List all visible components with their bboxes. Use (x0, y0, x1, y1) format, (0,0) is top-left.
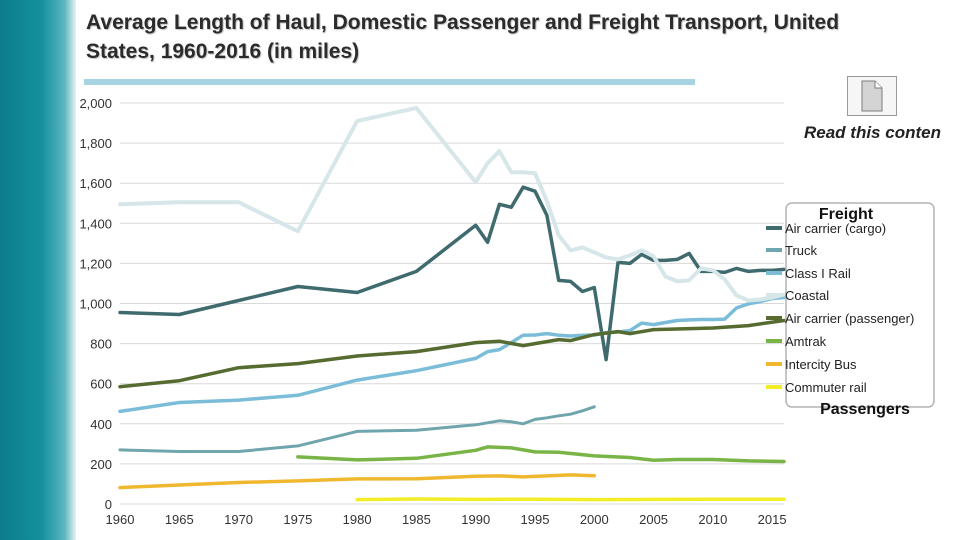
y-tick-label: 1,200 (79, 256, 112, 271)
x-tick-label: 1985 (402, 512, 431, 527)
legend-group-passengers: Passengers (820, 401, 910, 418)
series-line-coastal (118, 106, 786, 303)
series-line-bus (118, 473, 597, 490)
x-tick-label: 1995 (521, 512, 550, 527)
legend-label-coastal: Coastal (785, 288, 829, 303)
legend-label-amtrak: Amtrak (785, 334, 827, 349)
x-tick-label: 2000 (580, 512, 609, 527)
x-tick-label: 1970 (224, 512, 253, 527)
x-tick-label: 1975 (283, 512, 312, 527)
y-tick-label: 2,000 (79, 96, 112, 111)
series-line-air_cargo (118, 185, 786, 362)
y-tick-label: 1,000 (79, 297, 112, 312)
legend-label-commuter: Commuter rail (785, 380, 867, 395)
x-tick-label: 1960 (106, 512, 135, 527)
series-line-air_pass (118, 318, 786, 389)
legend-label-truck: Truck (785, 243, 818, 258)
legend-label-rail: Class I Rail (785, 266, 851, 281)
document-button[interactable] (847, 76, 897, 116)
document-icon (861, 80, 883, 112)
legend-box (785, 202, 935, 408)
y-tick-label: 1,600 (79, 176, 112, 191)
x-tick-label: 2015 (758, 512, 787, 527)
y-tick-label: 600 (90, 377, 112, 392)
x-tick-label: 2010 (698, 512, 727, 527)
y-tick-label: 400 (90, 417, 112, 432)
x-tick-label: 1965 (165, 512, 194, 527)
series-line-truck (118, 405, 596, 453)
y-tick-label: 200 (90, 457, 112, 472)
y-tick-label: 1,400 (79, 216, 112, 231)
series-line-amtrak (296, 445, 786, 464)
title-underline (84, 79, 695, 85)
legend-group-freight: Freight (819, 206, 874, 223)
page-title: Average Length of Haul, Domestic Passeng… (86, 11, 840, 63)
x-tick-label: 1980 (343, 512, 372, 527)
y-tick-label: 0 (105, 497, 112, 512)
side-accent-bar (0, 0, 76, 540)
read-content-link[interactable]: Read this conten (804, 123, 941, 142)
series-line-rail (118, 295, 786, 414)
y-tick-label: 1,800 (79, 136, 112, 151)
legend-label-air_pass: Air carrier (passenger) (785, 311, 914, 326)
legend-label-bus: Intercity Bus (785, 357, 857, 372)
x-tick-label: 1990 (461, 512, 490, 527)
series-line-commuter (355, 497, 786, 502)
y-tick-label: 800 (90, 337, 112, 352)
x-tick-label: 2005 (639, 512, 668, 527)
legend-label-air_cargo: Air carrier (cargo) (785, 221, 886, 236)
